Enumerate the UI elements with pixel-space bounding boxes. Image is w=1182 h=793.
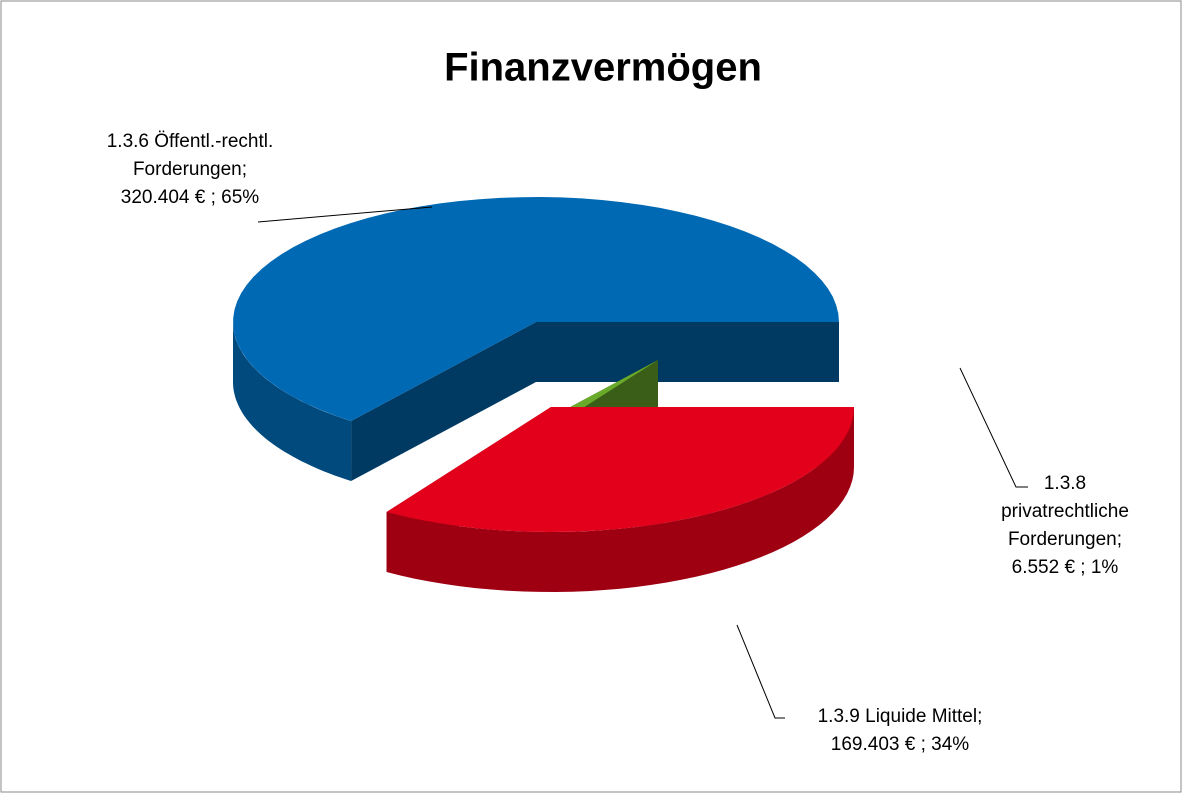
data-label: 1.3.6 Öffentl.-rechtl. Forderungen; (106, 131, 274, 180)
data-label-value: 6.552 € ; 1% (1011, 557, 1119, 578)
leader-line (257, 206, 433, 223)
data-label: 1.3.9 Liquide Mittel; (817, 706, 983, 727)
slice-rim (233, 322, 352, 481)
data-label-value: 169.403 € ; 34% (830, 734, 970, 755)
slice-rim (386, 407, 854, 592)
chart-title: Finanzvermögen (444, 46, 762, 90)
slice (386, 407, 854, 532)
slice (233, 197, 839, 421)
leader-line (736, 624, 785, 719)
slice-wall (351, 322, 536, 481)
data-label-value: 320.404 € ; 65% (120, 187, 260, 208)
leader-line (959, 367, 1028, 488)
data-label: 1.3.8 privatrechtliche Forderungen; (1001, 473, 1129, 550)
slice-wall (536, 322, 839, 382)
